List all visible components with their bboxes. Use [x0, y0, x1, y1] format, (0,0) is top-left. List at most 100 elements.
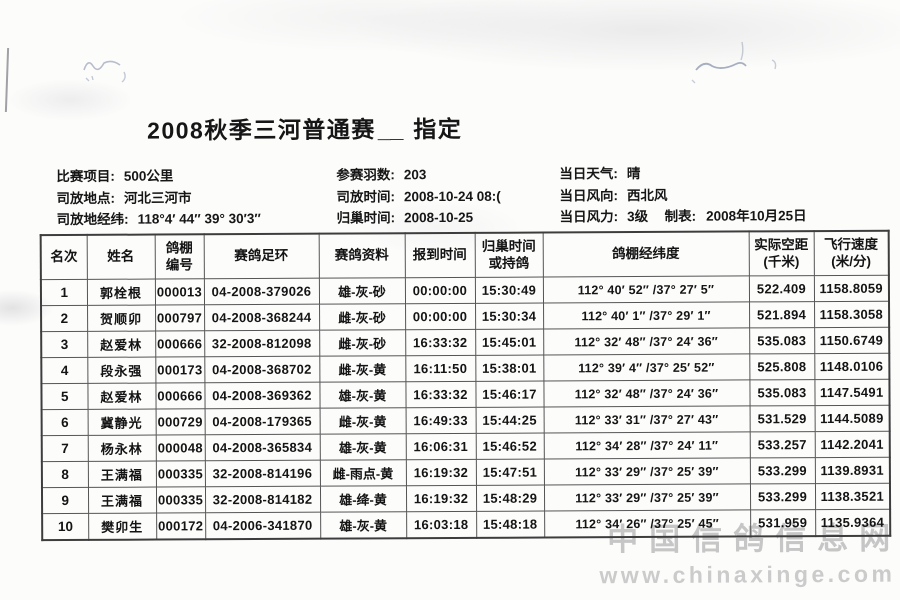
column-header-3: 赛鸽足环 — [203, 233, 319, 279]
cell: 6 — [41, 409, 88, 436]
cell: 15:48:29 — [475, 485, 545, 512]
cell: 1158.8059 — [813, 275, 890, 302]
cell: 赵爱林 — [87, 331, 156, 358]
title-text: 2008秋季三河普通赛 — [147, 116, 376, 144]
cell: 04-2008-368702 — [204, 356, 320, 383]
cell: 贺顺卯 — [87, 305, 156, 332]
cell: 112° 32′ 48″ /37° 24′ 36″ — [543, 327, 750, 356]
cell: 王满福 — [87, 487, 157, 514]
column-header-2: 鸽棚 编号 — [154, 234, 204, 280]
cell: 000666 — [155, 382, 205, 410]
cell: 15:30:49 — [474, 277, 544, 304]
cell: 04-2006-341870 — [205, 512, 321, 540]
cell: 16:19:32 — [405, 485, 477, 512]
cell: 4 — [41, 357, 88, 384]
cell: 雌-灰-黄 — [319, 407, 406, 435]
info-label: 当日风向: — [559, 187, 618, 203]
info-label: 参赛羽数: — [336, 167, 395, 183]
cell: 赵爱林 — [87, 383, 156, 410]
column-header-4: 赛鸽资料 — [318, 233, 405, 279]
cell: 521.894 — [749, 301, 815, 328]
cell: 32-2008-814182 — [204, 486, 321, 513]
cell: 5 — [41, 383, 88, 410]
cell: 04-2008-179365 — [204, 408, 320, 435]
cell: 04-2008-369362 — [204, 382, 320, 409]
cell: 000666 — [155, 330, 205, 358]
cell: 9 — [41, 487, 89, 514]
cell: 王满福 — [87, 461, 156, 488]
cell: 樊卯生 — [88, 513, 157, 540]
column-header-8: 实际空距 (千米) — [748, 231, 814, 276]
cell: 531.529 — [749, 405, 815, 432]
cell: 15:48:18 — [476, 511, 545, 538]
cell: 2 — [41, 305, 88, 332]
info-value: 500公里 — [123, 168, 174, 184]
cell: 15:30:34 — [475, 303, 544, 330]
info-label: 司放地点: — [56, 190, 115, 206]
cell: 1 — [40, 279, 88, 306]
cell: 15:46:17 — [475, 381, 544, 408]
cell: 15:47:51 — [475, 459, 544, 486]
cell: 112° 33′ 31″ /37° 27′ 43″ — [543, 405, 750, 434]
cell: 冀静光 — [87, 409, 156, 436]
cell: 00:00:00 — [404, 277, 476, 304]
cell: 16:19:32 — [405, 459, 476, 486]
cell: 112° 33′ 29″ /37° 25′ 39″ — [543, 483, 751, 512]
info-value: 3级 — [627, 208, 649, 225]
table-row: 10 樊卯生 000172 04-2006-341870 雄-灰-黄 16:03:18 15… — [42, 509, 891, 541]
title-blank-line: __ — [377, 116, 404, 143]
maketable-value: 2008年10月25日 — [706, 208, 807, 224]
cell: 1142.2041 — [814, 431, 890, 458]
cell: 112° 32′ 48″ /37° 24′ 36″ — [543, 379, 750, 408]
cell: 1139.8931 — [814, 457, 890, 484]
cell: 533.299 — [749, 457, 815, 484]
cell: 1150.6749 — [814, 327, 890, 354]
info-line: 比赛项目: 500公里 — [56, 164, 336, 187]
cell: 112° 34′ 26″ /37° 25′ 45″ — [544, 509, 751, 538]
cell: 000173 — [155, 356, 205, 384]
maketable-line: 制表: 2008年10月25日 — [665, 204, 807, 225]
cell: 段永强 — [87, 357, 156, 384]
cell: 112° 33′ 29″ /37° 25′ 39″ — [543, 457, 750, 486]
cell: 32-2008-812098 — [204, 330, 320, 357]
cell: 16:33:32 — [405, 381, 476, 408]
cell: 00:00:00 — [405, 303, 476, 330]
cell: 雌-灰-黄 — [319, 355, 406, 383]
cell: 10 — [42, 513, 89, 541]
cell: 1148.0106 — [814, 353, 890, 380]
cell: 雌-雨点-黄 — [319, 459, 406, 487]
cell: 16:06:31 — [405, 433, 476, 460]
cell: 雄-灰-砂 — [318, 277, 406, 305]
info-value: 2008-10-24 08:( — [403, 188, 501, 204]
cell: 杨永林 — [87, 435, 156, 462]
info-line: 司放地经纬: 118°4′ 44″ 39° 30′3″ — [57, 207, 337, 230]
cell: 雄-灰-黄 — [320, 511, 407, 539]
cell: 1147.5491 — [814, 379, 890, 406]
results-table: 名次 姓名 鸽棚 编号 赛鸽足环 赛鸽资料 报到时间 归巢时间 或持鸽 鸽棚经纬度 实际空距 (… — [39, 229, 892, 542]
column-header-9: 飞行速度 (米/分) — [813, 230, 889, 276]
info-value: 2008-10-25 — [404, 209, 474, 226]
info-line: 司放时间: 2008-10-24 08:( — [336, 184, 559, 207]
column-header-5: 报到时间 — [404, 232, 475, 278]
cell: 7 — [41, 435, 88, 462]
info-line: 参赛羽数: 203 — [336, 162, 559, 185]
cell: 3 — [41, 331, 88, 358]
info-line: 司放地点: 河北三河市 — [56, 185, 336, 208]
maketable-label: 制表: — [664, 208, 697, 224]
cell: 雌-灰-砂 — [319, 329, 406, 357]
cell: 15:38:01 — [475, 355, 544, 382]
cell: 郭栓根 — [86, 279, 156, 306]
cell: 000335 — [155, 486, 206, 514]
column-header-1: 姓名 — [86, 234, 155, 280]
cell: 000013 — [154, 278, 205, 306]
title-suffix: 指定 — [413, 115, 463, 143]
cell: 雄-绛-黄 — [319, 485, 407, 513]
results-table-body: 1 郭栓根 000013 04-2008-379026 雄-灰-砂 00:00:00 15:… — [40, 275, 891, 541]
info-label: 司放时间: — [336, 188, 395, 205]
cell: 15:44:25 — [475, 407, 544, 434]
cell: 雌-灰-砂 — [319, 303, 406, 331]
info-value: 118°4′ 44″ 39° 30′3″ — [137, 210, 261, 227]
cell: 1144.5089 — [814, 405, 890, 432]
